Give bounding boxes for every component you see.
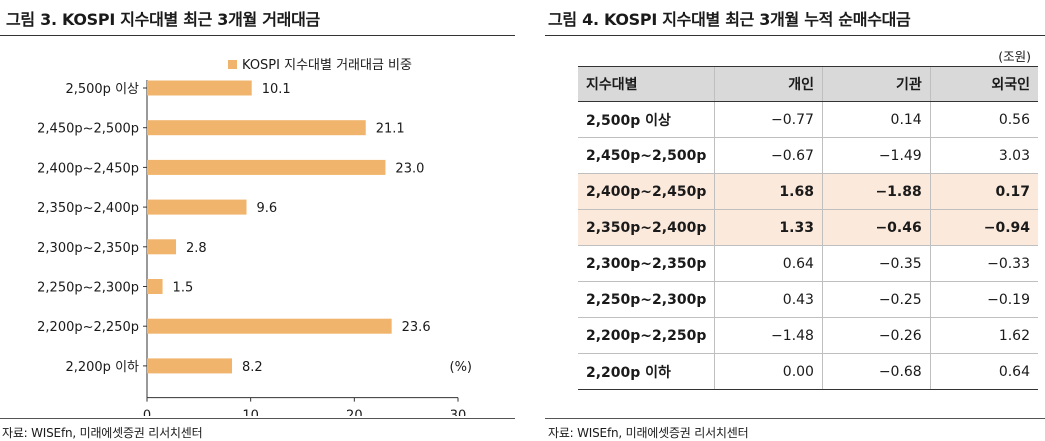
unit-percent-label: (%) bbox=[450, 360, 473, 375]
x-tick-label: 0 bbox=[143, 409, 151, 416]
category-label: 2,450p~2,500p bbox=[37, 122, 139, 137]
cell-foreign: 0.64 bbox=[929, 353, 1038, 390]
table-row: 2,500p 이상 −0.77 0.14 0.56 bbox=[578, 101, 1038, 138]
x-tick-label: 10 bbox=[242, 409, 259, 416]
header-band: 지수대별 bbox=[578, 66, 715, 102]
right-title-rule bbox=[545, 35, 1045, 36]
cell-foreign: −0.33 bbox=[929, 245, 1038, 282]
table-row: 2,400p~2,450p 1.68 −1.88 0.17 bbox=[578, 173, 1038, 210]
row-band: 2,400p~2,450p bbox=[578, 173, 715, 210]
right-table-title: 그림 4. KOSPI 지수대별 최근 3개월 누적 순매수대금 bbox=[548, 10, 911, 29]
bar bbox=[147, 199, 247, 215]
value-label: 23.6 bbox=[402, 320, 431, 335]
value-label: 21.1 bbox=[376, 122, 405, 137]
bar bbox=[147, 239, 177, 255]
value-label: 1.5 bbox=[173, 281, 194, 296]
x-tick-label: 20 bbox=[346, 409, 363, 416]
cell-foreign: −0.94 bbox=[929, 209, 1038, 246]
cell-institution: 0.14 bbox=[821, 101, 931, 138]
right-source-rule bbox=[545, 418, 1045, 419]
bar bbox=[147, 159, 386, 175]
value-label: 10.1 bbox=[262, 82, 291, 97]
bar bbox=[147, 80, 252, 96]
category-label: 2,500p 이상 bbox=[65, 82, 139, 97]
table-row: 2,200p~2,250p −1.48 −0.26 1.62 bbox=[578, 317, 1038, 354]
bar-chart: KOSPI 지수대별 거래대금 비중 2,500p 이상 10.1 2,450p~2,… bbox=[37, 58, 473, 416]
bar bbox=[147, 279, 163, 294]
cell-individual: 0.64 bbox=[714, 245, 823, 282]
cell-institution: −1.49 bbox=[821, 137, 931, 174]
value-label: 9.6 bbox=[257, 201, 278, 216]
cell-foreign: 3.03 bbox=[929, 137, 1038, 174]
cell-institution: −1.88 bbox=[821, 173, 931, 210]
left-chart-title: 그림 3. KOSPI 지수대별 최근 3개월 거래대금 bbox=[6, 10, 320, 29]
value-label: 8.2 bbox=[242, 360, 263, 375]
cell-individual: −0.77 bbox=[714, 101, 823, 138]
category-label: 2,250p~2,300p bbox=[37, 281, 139, 296]
row-band: 2,450p~2,500p bbox=[578, 137, 715, 174]
table-row: 2,450p~2,500p −0.67 −1.49 3.03 bbox=[578, 137, 1038, 174]
row-band: 2,300p~2,350p bbox=[578, 245, 715, 282]
table-row: 2,300p~2,350p 0.64 −0.35 −0.33 bbox=[578, 245, 1038, 282]
cell-individual: 0.00 bbox=[714, 353, 823, 390]
header-institution: 기관 bbox=[821, 66, 931, 102]
legend-label: KOSPI 지수대별 거래대금 비중 bbox=[242, 58, 412, 73]
right-source: 자료: WISEfn, 미래에셋증권 리서치센터 bbox=[548, 426, 749, 440]
category-label: 2,200p 이하 bbox=[65, 360, 139, 375]
row-band: 2,350p~2,400p bbox=[578, 209, 715, 246]
bar bbox=[147, 358, 233, 374]
cell-institution: −0.35 bbox=[821, 245, 931, 282]
x-tick-label: 30 bbox=[450, 409, 467, 416]
value-label: 2.8 bbox=[186, 241, 207, 256]
cell-foreign: 1.62 bbox=[929, 317, 1038, 354]
table-row: 2,200p 이하 0.00 −0.68 0.64 bbox=[578, 353, 1038, 390]
left-source-rule bbox=[0, 418, 515, 419]
table-row: 2,350p~2,400p 1.33 −0.46 −0.94 bbox=[578, 209, 1038, 246]
category-label: 2,350p~2,400p bbox=[37, 201, 139, 216]
row-band: 2,500p 이상 bbox=[578, 101, 715, 138]
cell-foreign: −0.19 bbox=[929, 281, 1038, 318]
legend-swatch bbox=[228, 60, 237, 69]
cell-institution: −0.25 bbox=[821, 281, 931, 318]
left-source: 자료: WISEfn, 미래에셋증권 리서치센터 bbox=[2, 426, 203, 440]
cell-institution: −0.26 bbox=[821, 317, 931, 354]
cell-foreign: 0.56 bbox=[929, 101, 1038, 138]
value-label: 23.0 bbox=[395, 161, 424, 176]
bar bbox=[147, 120, 366, 136]
category-label: 2,400p~2,450p bbox=[37, 161, 139, 176]
bar bbox=[147, 318, 392, 334]
table-row: 2,250p~2,300p 0.43 −0.25 −0.19 bbox=[578, 281, 1038, 318]
row-band: 2,200p 이하 bbox=[578, 353, 715, 390]
category-label: 2,300p~2,350p bbox=[37, 241, 139, 256]
header-individual: 개인 bbox=[714, 66, 823, 102]
header-foreign: 외국인 bbox=[929, 66, 1038, 102]
row-band: 2,200p~2,250p bbox=[578, 317, 715, 354]
net-buy-table: 지수대별 개인 기관 외국인 2,500p 이상 −0.77 0.14 0.56 2,4… bbox=[578, 66, 1038, 390]
cell-foreign: 0.17 bbox=[929, 173, 1038, 210]
cell-individual: −0.67 bbox=[714, 137, 823, 174]
unit-label: (조원) bbox=[998, 49, 1031, 64]
cell-institution: −0.46 bbox=[821, 209, 931, 246]
category-label: 2,200p~2,250p bbox=[37, 320, 139, 335]
cell-individual: 1.68 bbox=[714, 173, 823, 210]
cell-individual: −1.48 bbox=[714, 317, 823, 354]
table-header-row: 지수대별 개인 기관 외국인 bbox=[578, 66, 1038, 102]
cell-institution: −0.68 bbox=[821, 353, 931, 390]
row-band: 2,250p~2,300p bbox=[578, 281, 715, 318]
left-title-rule bbox=[0, 35, 515, 36]
cell-individual: 1.33 bbox=[714, 209, 823, 246]
cell-individual: 0.43 bbox=[714, 281, 823, 318]
